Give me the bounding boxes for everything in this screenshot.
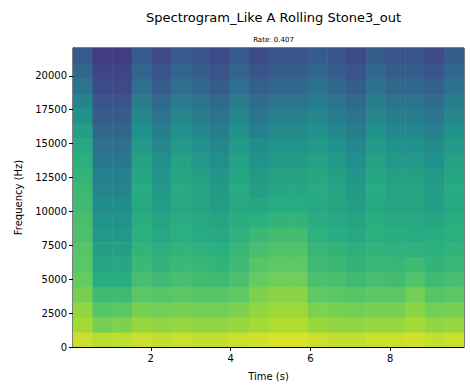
- svg-text:8: 8: [387, 353, 393, 364]
- svg-text:Rate: 0.407: Rate: 0.407: [253, 36, 294, 44]
- svg-text:5000: 5000: [42, 274, 67, 285]
- svg-text:20000: 20000: [35, 70, 67, 81]
- svg-text:12500: 12500: [35, 172, 67, 183]
- svg-text:2500: 2500: [42, 308, 67, 319]
- svg-text:6: 6: [307, 353, 313, 364]
- svg-text:Spectrogram_Like A Rolling Sto: Spectrogram_Like A Rolling Stone3_out: [146, 10, 401, 25]
- svg-text:17500: 17500: [35, 104, 67, 115]
- svg-text:4: 4: [227, 353, 233, 364]
- svg-text:Frequency (Hz): Frequency (Hz): [13, 160, 24, 236]
- svg-text:Time (s): Time (s): [247, 371, 289, 382]
- svg-text:0: 0: [61, 342, 67, 353]
- svg-text:7500: 7500: [42, 240, 67, 251]
- svg-text:10000: 10000: [35, 206, 67, 217]
- svg-text:15000: 15000: [35, 138, 67, 149]
- svg-text:2: 2: [148, 353, 154, 364]
